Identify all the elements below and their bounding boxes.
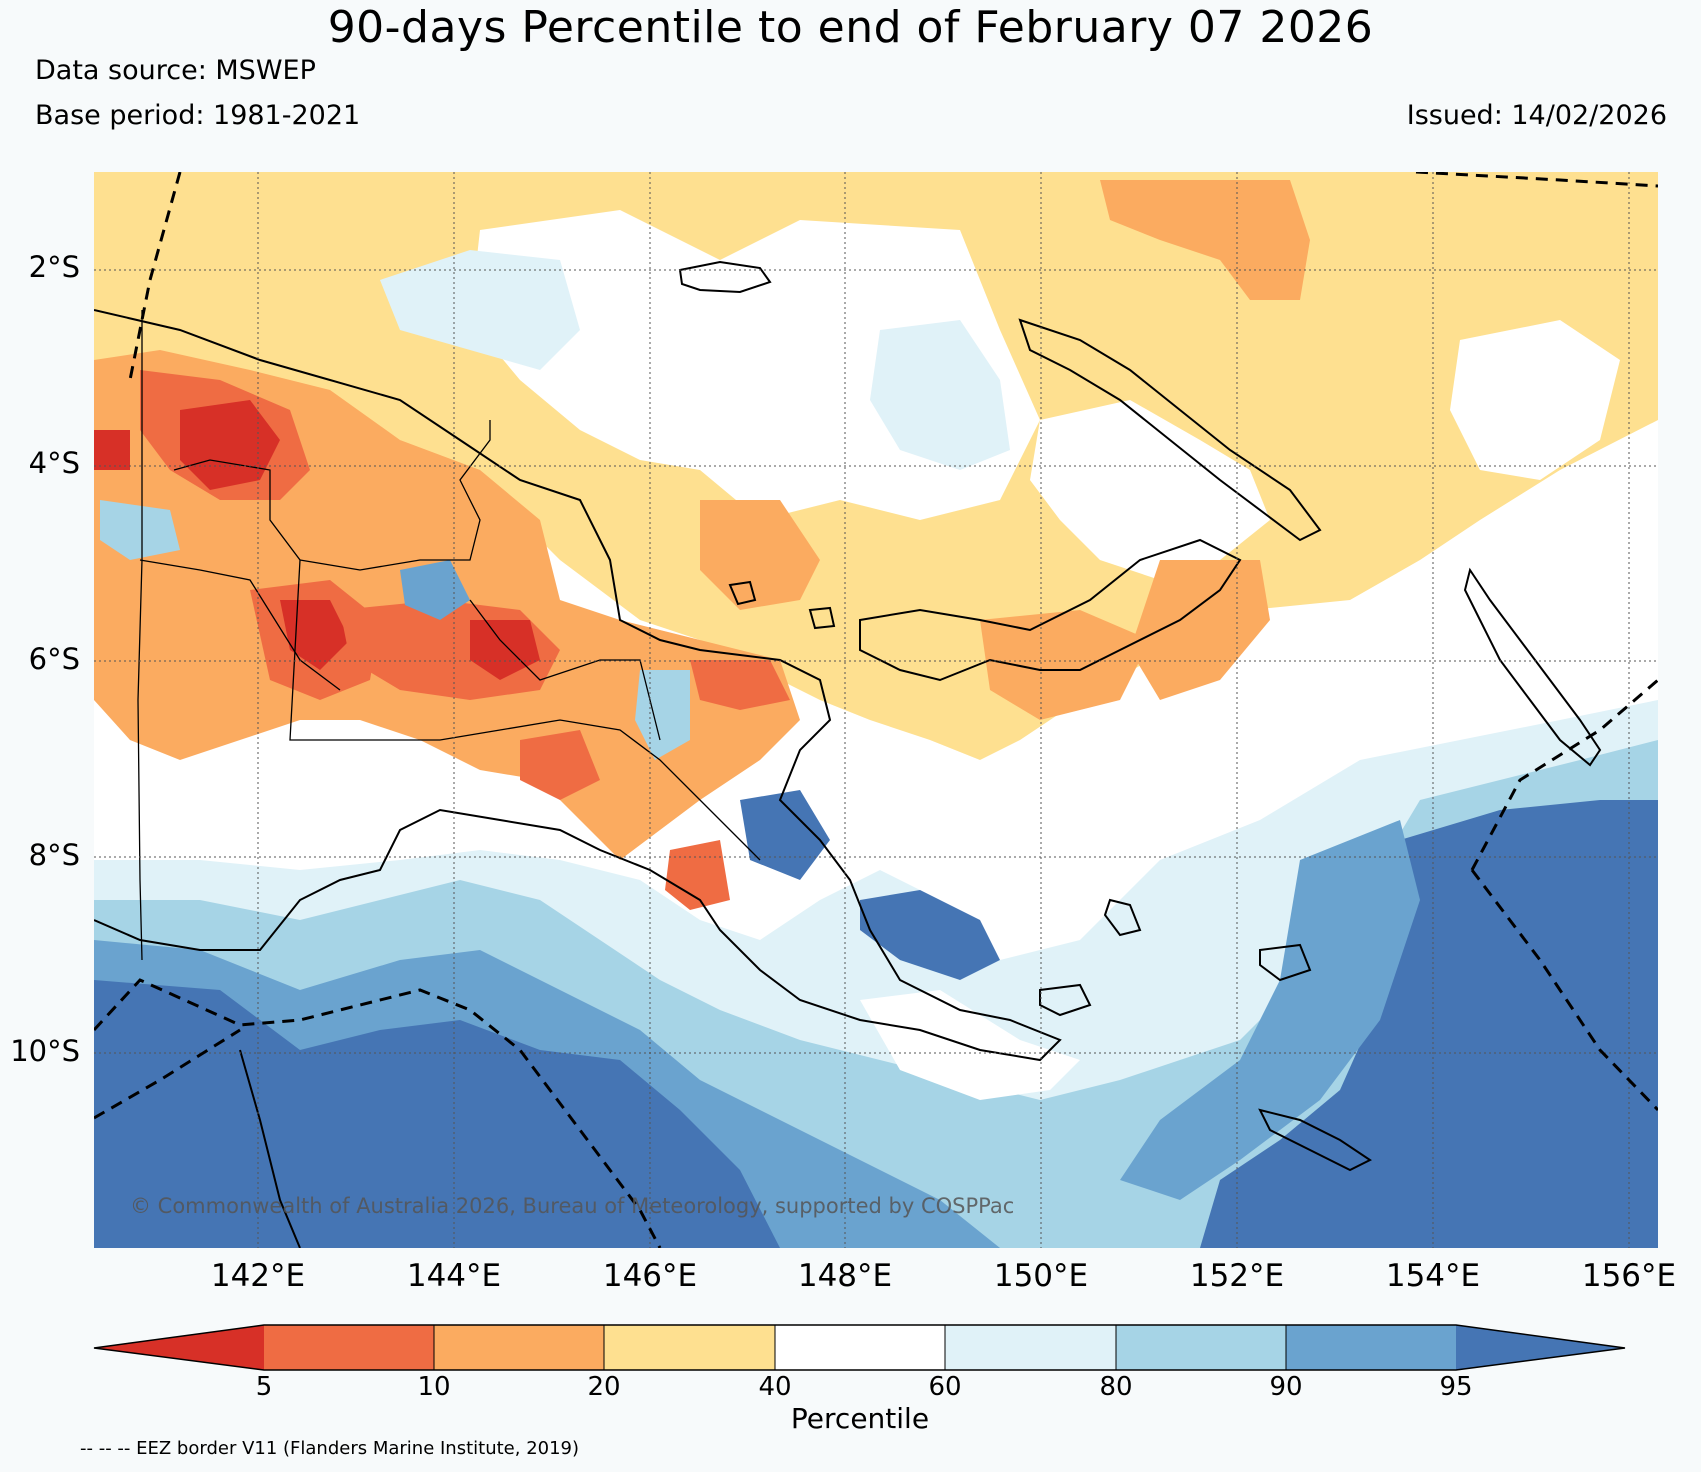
lat-label-10s: 10°S <box>10 1034 80 1068</box>
lat-label-2s: 2°S <box>28 250 80 284</box>
lon-label-150e: 150°E <box>993 1258 1089 1294</box>
eez-borders <box>94 172 1658 1248</box>
eez-border-southeast <box>1470 678 1658 871</box>
northwest-wet-patch <box>380 250 580 370</box>
data-source-label: Data source: MSWEP <box>35 55 316 86</box>
colorbar-swatch-5-10 <box>264 1325 434 1370</box>
lat-label-6s: 6°S <box>28 642 80 676</box>
colorbar-swatch-60-80 <box>945 1325 1116 1370</box>
lon-label-156e: 156°E <box>1581 1258 1677 1294</box>
eez-border-northeast <box>1415 172 1658 188</box>
dentrecasteaux-islands <box>1039 943 1312 1017</box>
colorbar-tick-60: 60 <box>928 1372 962 1402</box>
trobriand-islands <box>1103 898 1142 937</box>
colorbar-swatch-10-20 <box>434 1325 604 1370</box>
new-britain-orange-patch <box>1130 560 1270 700</box>
base-period-label: Base period: 1981-2021 <box>35 100 361 131</box>
eez-border-southwest-2 <box>94 1028 241 1120</box>
province-boundary-1 <box>173 459 761 861</box>
colorbar-swatch-90-95 <box>1286 1325 1456 1370</box>
colorbar-swatch-20-40 <box>604 1325 775 1370</box>
long-island <box>808 606 836 630</box>
lat-label-4s: 4°S <box>28 446 80 480</box>
colorbar-title: Percentile <box>790 1402 930 1435</box>
ne-orange-patch <box>1100 180 1310 300</box>
karkar-island <box>728 580 757 606</box>
lon-label-152e: 152°E <box>1189 1258 1285 1294</box>
colorbar-tick-5: 5 <box>255 1372 273 1402</box>
png-border <box>137 310 143 961</box>
east-normal-region <box>1450 320 1620 480</box>
new-guinea-coastline <box>94 309 1062 1062</box>
colorbar-tick-20: 20 <box>587 1372 621 1402</box>
new-britain-coastline <box>859 538 1242 682</box>
lon-label-146e: 146°E <box>602 1258 698 1294</box>
graticule <box>94 172 1658 1248</box>
southwest-extreme-wet <box>94 980 780 1248</box>
colorbar-dividers <box>433 1325 1287 1370</box>
south-light-normal-band <box>860 990 1080 1100</box>
eez-footnote: -- -- -- EEZ border V11 (Flanders Marine… <box>80 1438 580 1459</box>
lon-label-144e: 144°E <box>406 1258 502 1294</box>
lon-label-148e: 148°E <box>797 1258 893 1294</box>
province-boundary-3 <box>139 559 341 691</box>
bismarck-normal-region <box>1030 400 1270 580</box>
coral-sea-high-wet <box>1120 820 1420 1200</box>
lon-label-154e: 154°E <box>1385 1258 1481 1294</box>
colorbar-tick-90: 90 <box>1269 1372 1303 1402</box>
colorbar-tick-40: 40 <box>758 1372 792 1402</box>
sepik-orange-patch <box>700 500 820 610</box>
central-highlands-extreme-dry <box>470 620 540 680</box>
eez-border-southeast-2 <box>1470 869 1658 1112</box>
bougainville-coastline <box>1463 567 1602 767</box>
west-wet-pocket <box>100 500 180 560</box>
province-boundary-2 <box>299 420 491 571</box>
north-coast-orange-patch <box>980 610 1150 720</box>
colorbar <box>93 1324 1626 1371</box>
western-highlands-extreme-dry-2 <box>280 600 350 670</box>
papuan-peninsula-wet <box>860 890 1000 980</box>
louisiade-islands <box>1258 1108 1372 1172</box>
new-ireland-coastline <box>1018 318 1322 542</box>
eez-border-west <box>128 172 182 381</box>
map-panel <box>94 172 1658 1248</box>
province-boundary-4 <box>469 599 661 741</box>
colorbar-swatch-below-5 <box>94 1325 264 1370</box>
gulf-very-dry <box>665 840 730 910</box>
gulf-wet-patch <box>740 790 830 880</box>
lon-label-142e: 142°E <box>210 1258 306 1294</box>
east-sepik-very-dry <box>690 660 790 710</box>
colorbar-swatch-40-60 <box>775 1325 945 1370</box>
colorbar-tick-10: 10 <box>417 1372 451 1402</box>
lat-label-8s: 8°S <box>28 838 80 872</box>
highlands-wet-pocket-1 <box>400 560 470 620</box>
australia-coastline <box>239 1049 301 1248</box>
colorbar-tick-95: 95 <box>1439 1372 1473 1402</box>
highlands-very-dry-3 <box>520 730 600 800</box>
colorbar-tick-80: 80 <box>1099 1372 1133 1402</box>
colorbar-swatch-80-90 <box>1116 1325 1286 1370</box>
west-edge-extreme-dry <box>94 430 130 470</box>
coastlines <box>94 260 1602 1248</box>
colorbar-outline <box>93 1324 1626 1371</box>
map-title: 90-days Percentile to end of February 07… <box>327 2 1374 53</box>
coral-sea-extreme-wet <box>1200 800 1658 1248</box>
colorbar-swatch-above-95 <box>1456 1325 1625 1370</box>
issued-date-label: Issued: 14/02/2026 <box>1406 100 1667 131</box>
eez-border-southwest <box>94 978 662 1248</box>
manus-island-coastline <box>678 260 772 294</box>
copyright-credit: © Commonwealth of Australia 2026, Bureau… <box>130 1194 1015 1218</box>
central-north-wet-patch <box>870 320 1010 470</box>
province-boundaries <box>137 310 761 961</box>
